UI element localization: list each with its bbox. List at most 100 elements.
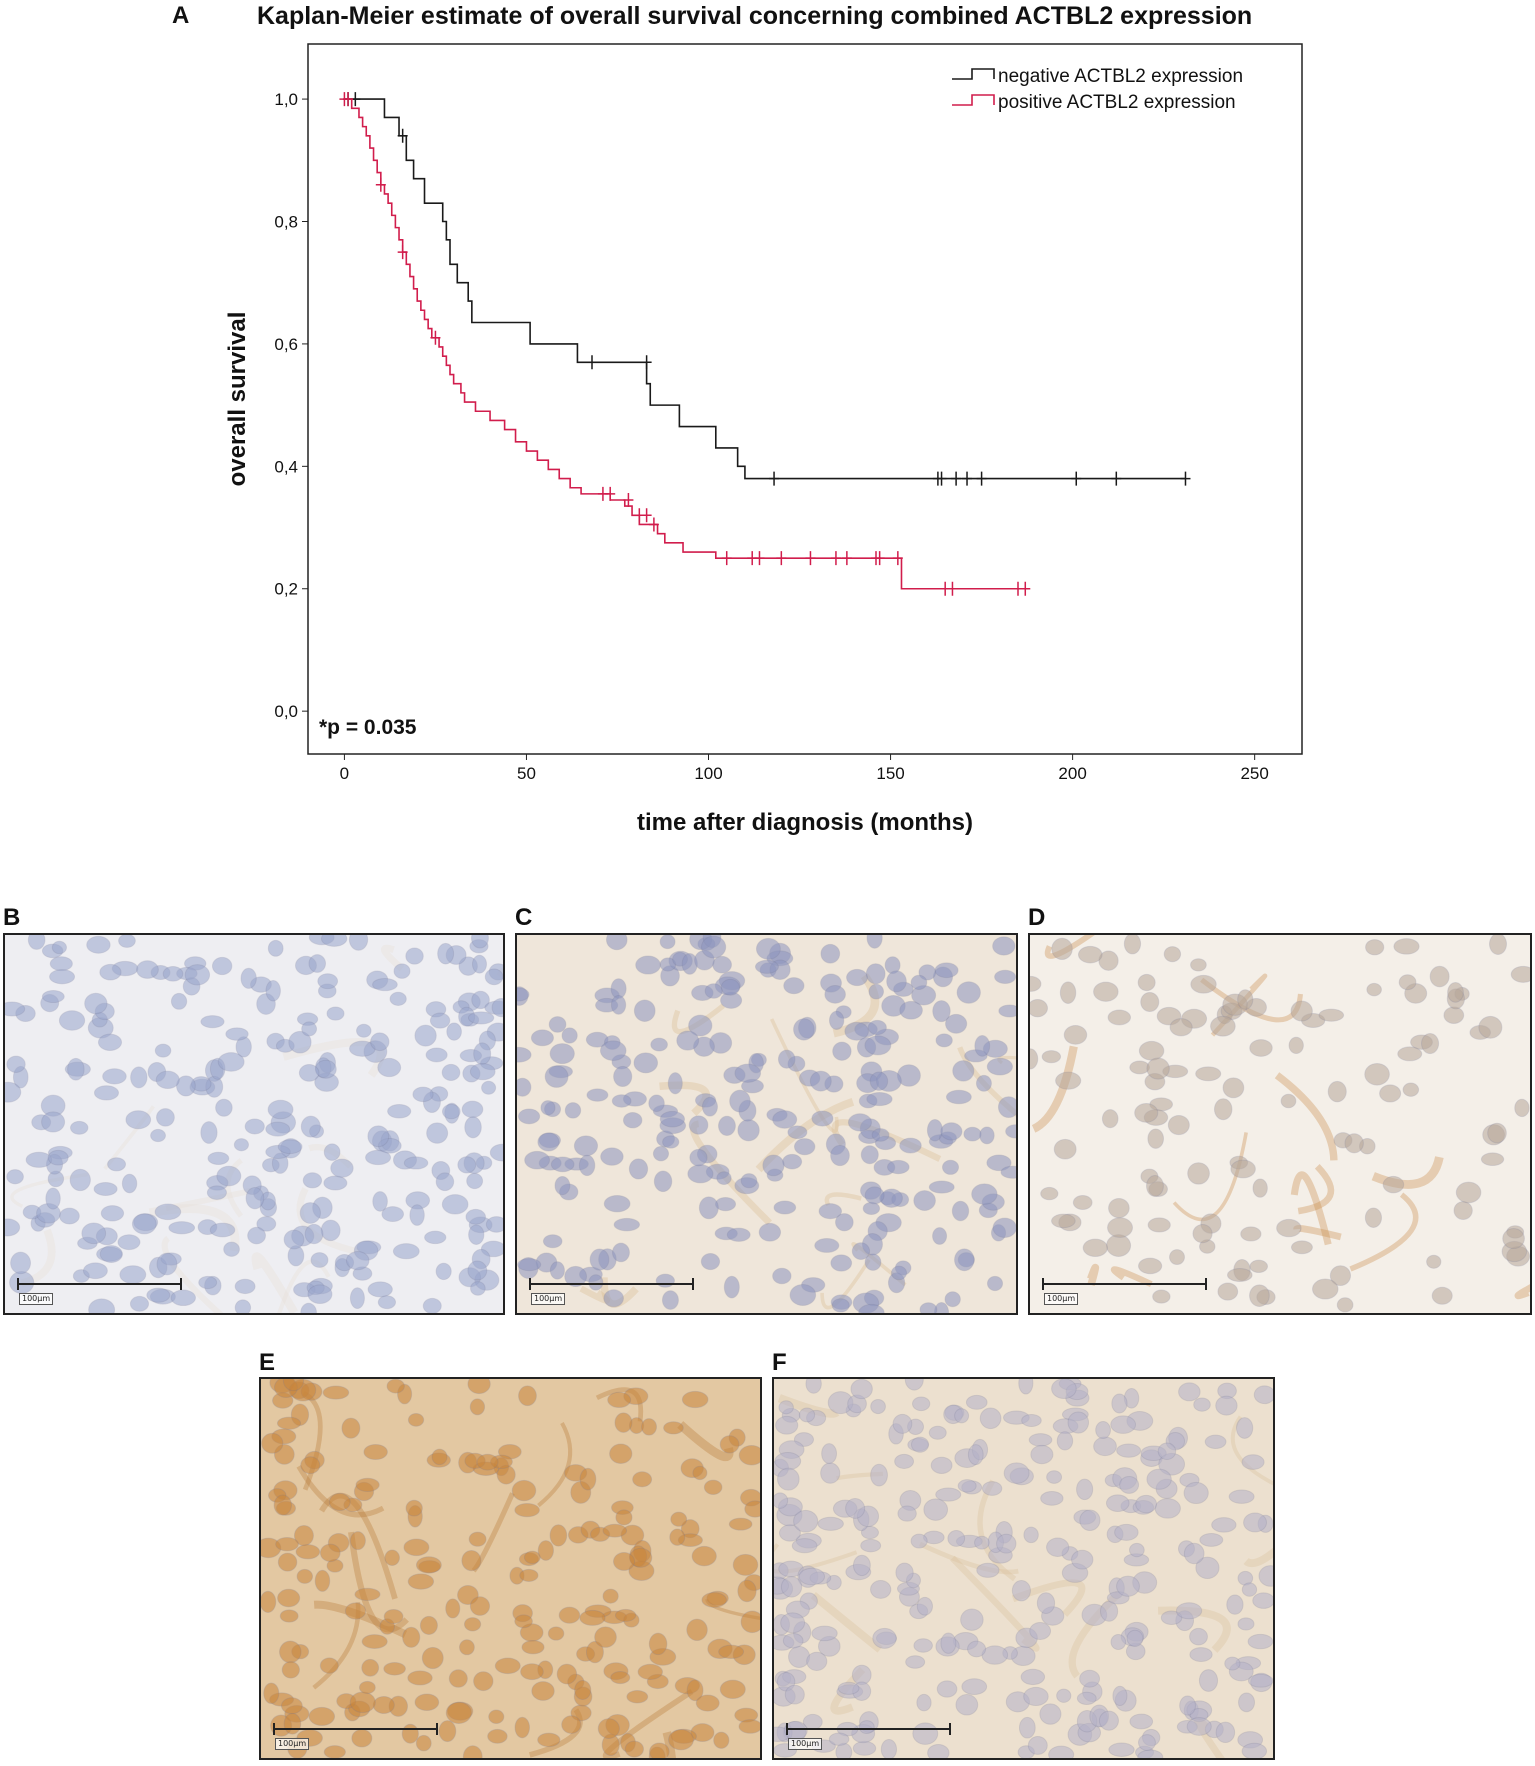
cell-nucleus <box>944 1291 961 1308</box>
censor-mark <box>397 245 408 260</box>
cell-nucleus <box>1028 1433 1053 1447</box>
cell-nucleus <box>758 1222 782 1242</box>
cell-nucleus <box>784 1684 805 1705</box>
cell-nucleus <box>872 1627 897 1649</box>
cell-nucleus <box>517 987 530 1002</box>
cell-nucleus <box>468 1224 485 1245</box>
stroma-streak <box>1371 1156 1444 1189</box>
cell-nucleus <box>1247 1673 1273 1688</box>
cell-nucleus <box>267 1099 294 1120</box>
cell-nucleus <box>899 1137 922 1154</box>
cell-nucleus <box>282 1379 305 1392</box>
km-chart: 0 50 100 150 200 250 0,0 0,2 0,4 0,6 0,8 1,0 time af… <box>224 43 1303 836</box>
cell-nucleus <box>323 1143 341 1161</box>
cell-nucleus <box>263 1682 280 1705</box>
cell-nucleus <box>130 1066 148 1089</box>
cell-nucleus <box>1217 1282 1239 1301</box>
cell-nucleus <box>615 1509 633 1526</box>
cell-nucleus <box>275 1537 299 1552</box>
cell-nucleus <box>217 1052 245 1072</box>
cell-nucleus <box>1046 1537 1070 1557</box>
cell-nucleus <box>146 1287 171 1303</box>
cell-nucleus <box>1178 1382 1201 1402</box>
cell-nucleus <box>1190 974 1217 994</box>
cell-nucleus <box>754 959 779 974</box>
cell-nucleus <box>485 1216 503 1233</box>
cell-nucleus <box>121 1173 138 1194</box>
cell-nucleus <box>280 1697 303 1715</box>
cell-nucleus <box>473 1042 492 1065</box>
cell-nucleus <box>1053 1138 1077 1160</box>
cell-nucleus <box>777 1049 796 1069</box>
cell-nucleus <box>935 1487 962 1502</box>
cell-nucleus <box>611 1094 632 1108</box>
cell-nucleus <box>793 1138 816 1156</box>
censor-mark <box>397 128 408 143</box>
cell-nucleus <box>734 1063 762 1083</box>
cell-nucleus <box>1379 1084 1402 1103</box>
cell-nucleus <box>910 974 928 990</box>
cell-nucleus <box>695 1694 720 1712</box>
stroma-streak <box>277 1259 331 1313</box>
cell-nucleus <box>1489 935 1508 955</box>
cell-nucleus <box>662 1135 680 1149</box>
cell-nucleus <box>1241 1454 1265 1470</box>
cell-nucleus <box>866 935 883 949</box>
cell-nucleus <box>1169 1249 1185 1266</box>
cell-nucleus <box>1195 1556 1220 1580</box>
cell-nucleus <box>322 1385 350 1400</box>
cell-nucleus <box>407 1573 435 1590</box>
cell-nucleus <box>514 1614 533 1629</box>
cell-nucleus <box>1249 1284 1270 1308</box>
cell-nucleus <box>409 1204 425 1226</box>
cell-nucleus <box>860 1145 879 1165</box>
micrograph-f: 100µm <box>772 1377 1275 1760</box>
cell-nucleus <box>782 1153 803 1170</box>
cell-nucleus <box>600 1147 624 1166</box>
cell-nucleus <box>979 1407 1002 1430</box>
cell-nucleus <box>281 1661 300 1679</box>
cell-nucleus <box>466 1172 484 1190</box>
cell-nucleus <box>491 997 503 1018</box>
cell-nucleus <box>1421 1033 1440 1055</box>
cell-nucleus <box>817 1516 844 1531</box>
cell-nucleus <box>298 1064 320 1082</box>
cell-nucleus <box>458 1639 475 1656</box>
cell-nucleus <box>471 990 490 1010</box>
cell-nucleus <box>945 1089 972 1105</box>
cell-nucleus <box>82 1262 108 1280</box>
cell-nucleus <box>637 1663 664 1680</box>
cell-nucleus <box>774 1452 802 1471</box>
cell-nucleus <box>1039 1703 1062 1725</box>
cell-nucleus <box>320 935 348 947</box>
cell-nucleus <box>1129 1713 1154 1730</box>
cell-nucleus <box>820 943 841 964</box>
scale-bar-label: 100µm <box>19 1293 54 1305</box>
cell-nucleus <box>1290 1000 1313 1022</box>
cell-nucleus <box>435 1262 452 1281</box>
cell-nucleus <box>910 1533 928 1549</box>
cell-nucleus <box>940 1122 963 1141</box>
cell-nucleus <box>93 1182 118 1197</box>
cell-nucleus <box>300 1115 321 1138</box>
cell-nucleus <box>564 1265 588 1288</box>
cell-nucleus <box>772 1110 798 1129</box>
cell-nucleus <box>961 1678 988 1696</box>
cell-nucleus <box>1514 1098 1530 1118</box>
cell-nucleus <box>911 1396 931 1412</box>
cell-nucleus <box>578 1154 596 1177</box>
cell-nucleus <box>864 1035 892 1056</box>
cell-nucleus <box>791 1538 818 1554</box>
stroma-streak <box>348 1531 409 1633</box>
cell-nucleus <box>798 1567 826 1586</box>
cell-nucleus <box>1005 1124 1016 1139</box>
cell-nucleus <box>866 1092 893 1107</box>
cell-nucleus <box>438 1720 457 1743</box>
cell-nucleus <box>429 1012 451 1029</box>
y-tick-label: 0,4 <box>274 457 298 476</box>
cell-nucleus <box>1344 1133 1364 1154</box>
cell-nucleus <box>1112 1685 1128 1706</box>
cell-nucleus <box>1402 1082 1420 1097</box>
cell-nucleus <box>692 1465 708 1481</box>
cell-nucleus <box>549 1043 575 1065</box>
